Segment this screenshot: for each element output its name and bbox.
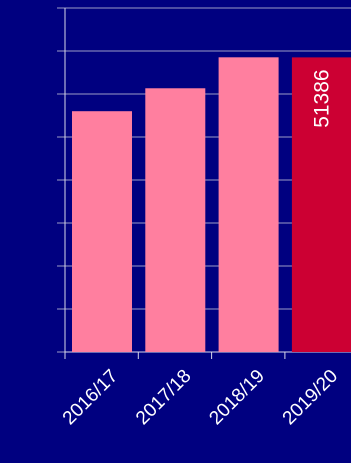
bar-2019-20 <box>291 57 351 352</box>
bar-2016-17 <box>72 111 132 352</box>
x-tick-label-2017-18: 2017/18 <box>132 366 195 429</box>
x-tick-label-2019-20: 2019/20 <box>279 366 342 429</box>
bars <box>72 57 351 353</box>
bar-2018-19 <box>218 57 279 352</box>
x-tick-label-2018-19: 2018/19 <box>205 366 268 429</box>
x-tick-label-2016-17: 2016/17 <box>59 366 122 429</box>
bar-2017-18 <box>145 88 206 353</box>
bar-data-labels: 51386 <box>310 69 333 127</box>
x-tick-labels: 2016/17 2017/18 2018/19 2019/20 <box>59 352 342 429</box>
data-label-2019-20: 51386 <box>310 69 333 127</box>
